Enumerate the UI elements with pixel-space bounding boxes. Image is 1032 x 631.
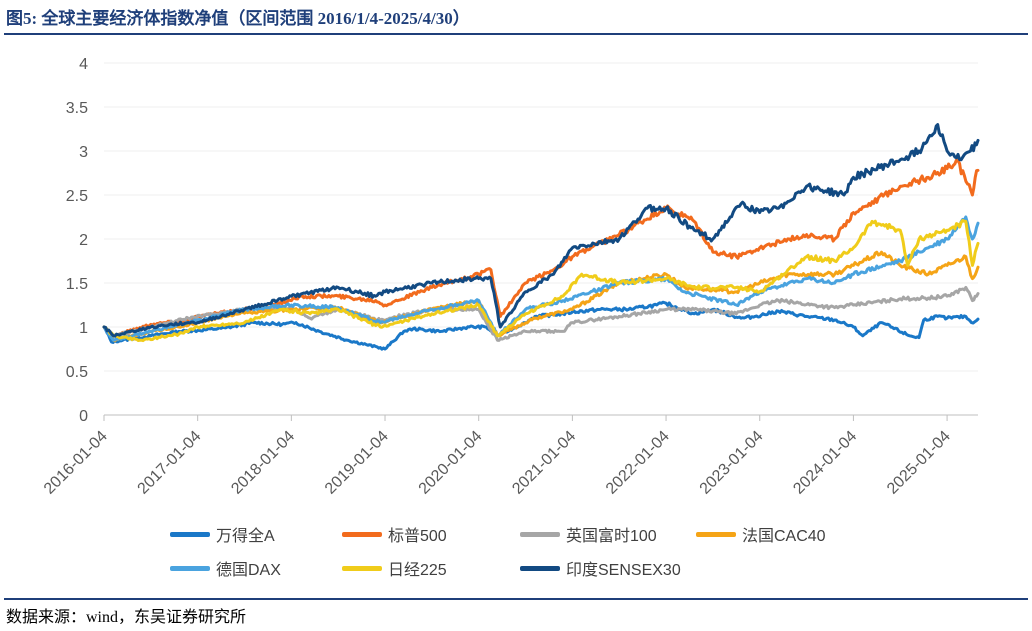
legend-item-sensex30[interactable]: 印度SENSEX30 — [520, 556, 681, 580]
y-tick-label: 0.5 — [66, 364, 88, 381]
x-tick-label: 2023-01-04 — [697, 428, 767, 498]
legend-swatch — [342, 531, 382, 537]
legend-swatch — [520, 531, 560, 537]
line-chart: 00.511.522.533.54 2016-01-04 2017-01-04 20… — [41, 56, 980, 498]
legend-label: 万得全A — [216, 528, 275, 545]
legend-label: 印度SENSEX30 — [566, 562, 681, 579]
y-tick-label: 1 — [79, 320, 88, 337]
legend-swatch — [520, 565, 560, 571]
legend-item-wind-a[interactable]: 万得全A — [170, 522, 275, 546]
legend-label: 日经225 — [388, 562, 447, 579]
chart-title: 图5: 全球主要经济体指数净值（区间范围 2016/1/4-2025/4/30） — [6, 9, 470, 28]
x-tick-label: 2025-01-04 — [884, 428, 954, 498]
y-tick-label: 0 — [79, 408, 88, 425]
series-layer — [102, 123, 980, 351]
legend-item-nikkei225[interactable]: 日经225 — [342, 556, 447, 580]
legend-swatch — [342, 565, 382, 571]
y-axis: 0 0.5 1 1.5 2 2.5 3 3.5 4 — [66, 56, 978, 425]
legend-item-cac40[interactable]: 法国CAC40 — [696, 522, 826, 546]
x-tick-label: 2018-01-04 — [228, 428, 298, 498]
x-tick-label: 2021-01-04 — [509, 428, 579, 498]
legend-swatch — [170, 531, 210, 537]
data-source: 数据来源：wind，东吴证券研究所 — [6, 609, 247, 626]
x-tick-label: 2019-01-04 — [322, 428, 392, 498]
title-divider — [4, 33, 1028, 35]
legend-label: 标普500 — [388, 528, 447, 545]
legend-item-ftse100[interactable]: 英国富时100 — [520, 522, 657, 546]
series-line-4 — [102, 215, 980, 342]
x-tick-label: 2017-01-04 — [135, 428, 205, 498]
legend-label: 英国富时100 — [566, 528, 657, 545]
y-tick-label: 3.5 — [66, 100, 88, 117]
legend-item-sp500[interactable]: 标普500 — [342, 522, 447, 546]
x-axis: 2016-01-04 2017-01-04 2018-01-04 2019-01-04… — [41, 414, 978, 498]
legend-item-dax[interactable]: 德国DAX — [170, 556, 281, 580]
legend-label: 法国CAC40 — [742, 528, 826, 545]
x-tick-label: 2016-01-04 — [41, 428, 111, 498]
legend-swatch — [170, 565, 210, 571]
series-line-6 — [102, 123, 980, 338]
x-tick-label: 2022-01-04 — [603, 428, 673, 498]
series-line-3 — [102, 250, 980, 343]
legend-label: 德国DAX — [216, 562, 281, 579]
y-tick-label: 4 — [79, 56, 88, 73]
y-tick-label: 2.5 — [66, 188, 88, 205]
x-tick-label: 2024-01-04 — [790, 428, 860, 498]
footer-divider — [4, 598, 1028, 600]
legend-swatch — [696, 531, 736, 537]
series-line-0 — [102, 300, 980, 351]
y-tick-label: 2 — [79, 232, 88, 249]
y-tick-label: 1.5 — [66, 276, 88, 293]
x-tick-label: 2020-01-04 — [416, 428, 486, 498]
series-line-5 — [102, 218, 980, 343]
y-tick-label: 3 — [79, 144, 88, 161]
